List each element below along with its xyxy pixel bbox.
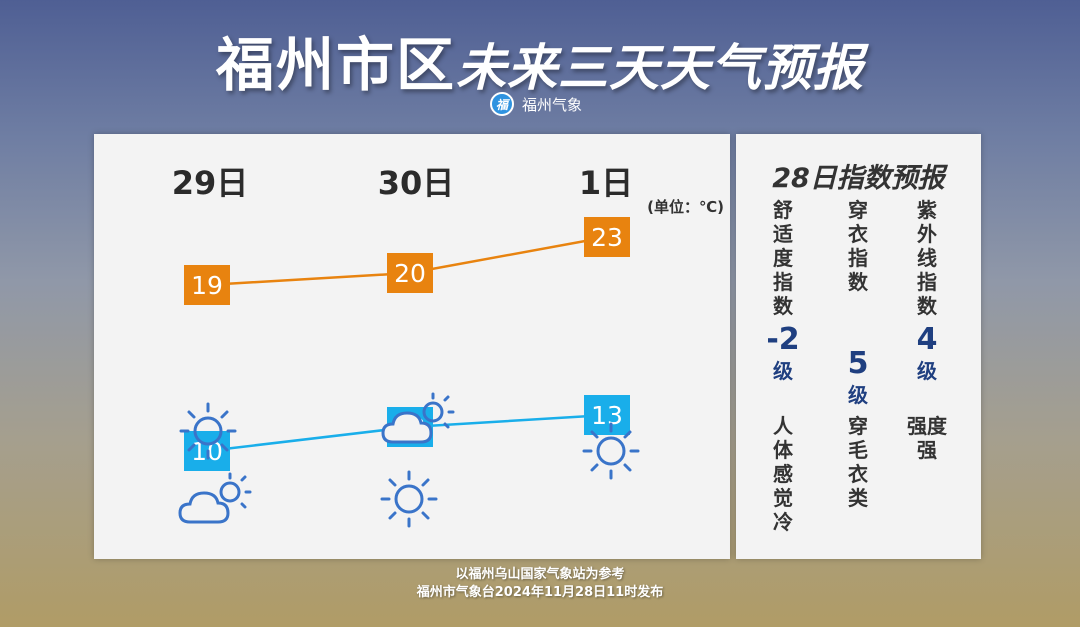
index-title: 28日指数预报 (772, 163, 945, 194)
forecast-panel: 29日 30日 1日 (单位：℃) 19 20 23 10 12 13 (94, 134, 730, 559)
high-temp-3: 23 (584, 217, 630, 257)
partly-cloudy-icon (178, 472, 252, 524)
sun-icon (582, 422, 640, 480)
clothing-index-name: 穿衣指数 (848, 198, 868, 294)
comfort-index-desc: 人体感觉冷 (773, 414, 793, 534)
high-temp-1: 19 (184, 265, 230, 305)
index-panel: 28日指数预报 舒适度指数 -2 级 穿衣指数 5 级 紫外线指数 4 级 人体… (736, 134, 981, 559)
clothing-index-desc: 穿毛衣类 (848, 414, 868, 510)
uv-index-desc: 强度强 (907, 414, 947, 462)
title-city: 福州市区 (215, 31, 456, 99)
unit-label: (单位：℃) (647, 198, 724, 216)
clothing-index-desc-box: 穿毛衣类 (833, 414, 883, 510)
brand: 福 福州气象 (490, 91, 582, 117)
low-temp-1: 10 (184, 431, 230, 471)
clothing-index-level: 级 (848, 383, 868, 407)
day-label-3: 1日 (578, 164, 634, 202)
clothing-index: 穿衣指数 5 级 (833, 198, 883, 408)
comfort-index-level: 级 (773, 359, 793, 383)
uv-index-value: 4 (916, 322, 938, 357)
uv-index-desc-box: 强度强 (902, 414, 952, 462)
title-forecast: 未来三天天气预报 (456, 39, 864, 97)
comfort-index: 舒适度指数 -2 级 (758, 198, 808, 384)
high-temp-2: 20 (387, 253, 433, 293)
uv-index: 紫外线指数 4 级 (902, 198, 952, 384)
page-title: 福州市区未来三天天气预报 (0, 18, 1080, 102)
footer-publish: 福州市气象台2024年11月28日11时发布 (416, 585, 664, 600)
low-temp-3: 13 (584, 395, 630, 435)
uv-index-name: 紫外线指数 (917, 198, 937, 318)
day-label-2: 30日 (377, 164, 455, 202)
comfort-index-desc-box: 人体感觉冷 (758, 414, 808, 534)
clothing-index-value: 5 (847, 346, 869, 381)
sun-icon (179, 402, 237, 460)
uv-index-level: 级 (917, 359, 937, 383)
day-label-1: 29日 (171, 164, 249, 202)
comfort-index-name: 舒适度指数 (773, 198, 793, 318)
footer-reference: 以福州乌山国家气象站为参考 (455, 567, 625, 582)
footer: 以福州乌山国家气象站为参考 福州市气象台2024年11月28日11时发布 (0, 566, 1080, 602)
partly-cloudy-icon (381, 392, 455, 444)
brand-name: 福州气象 (522, 95, 583, 114)
comfort-index-value: -2 (766, 322, 800, 357)
brand-logo-icon: 福 (490, 92, 514, 116)
sun-icon (380, 470, 438, 528)
